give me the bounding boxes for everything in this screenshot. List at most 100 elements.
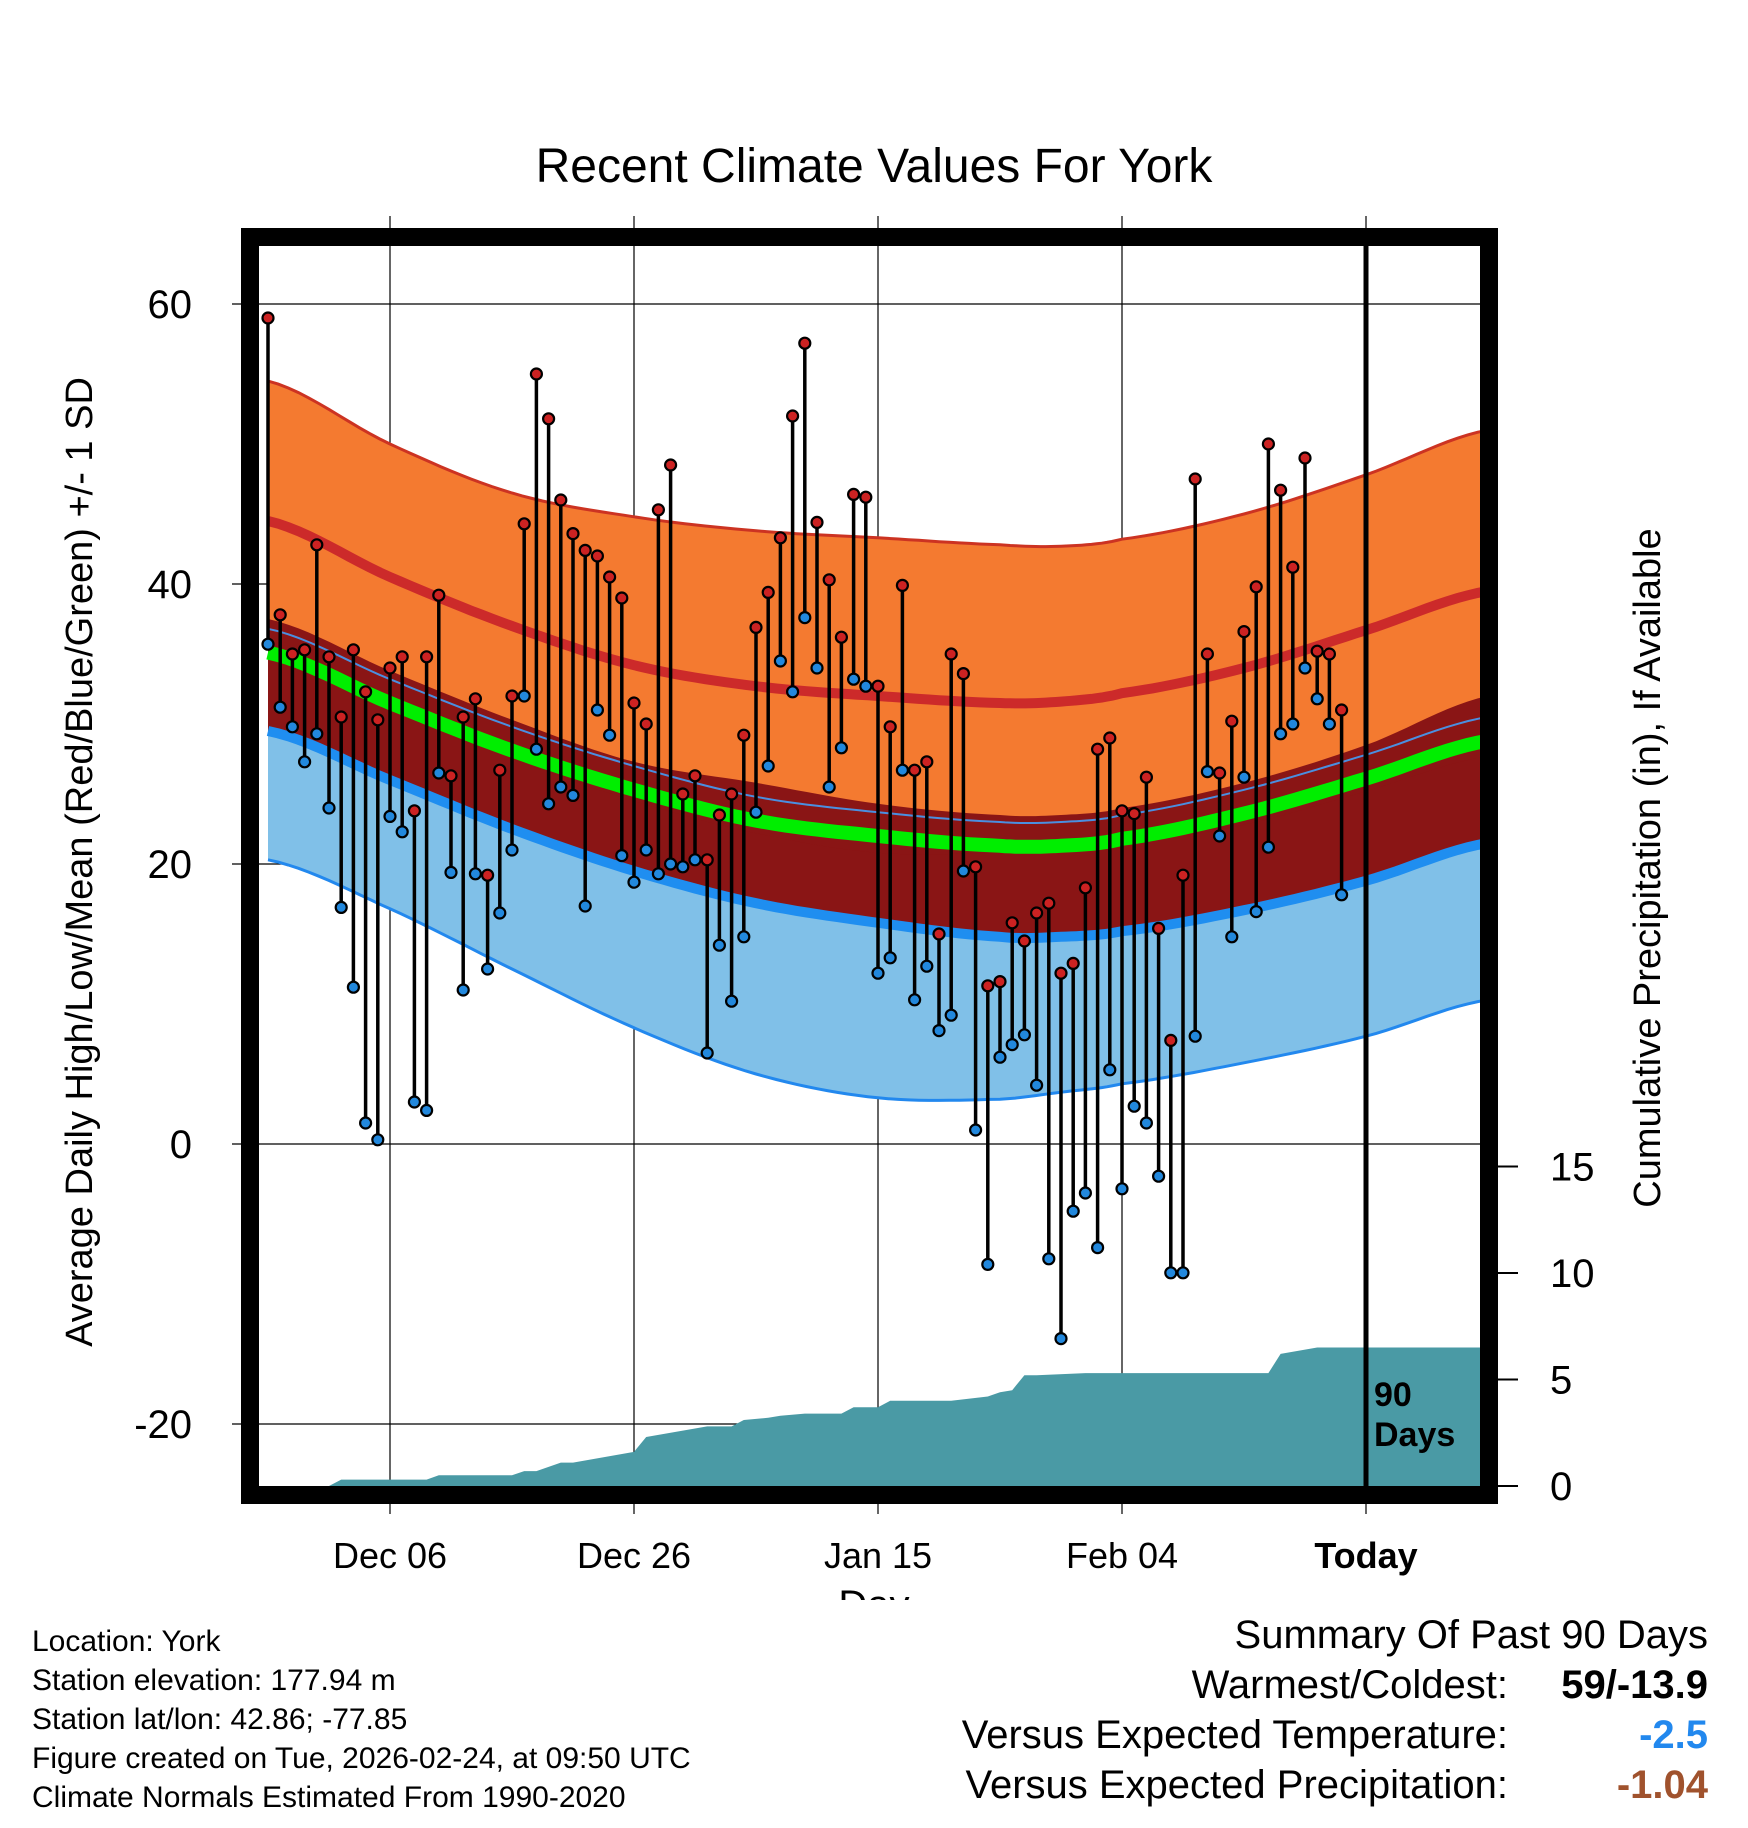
low-point xyxy=(1261,840,1276,854)
low-point xyxy=(1103,1063,1117,1077)
low-point xyxy=(566,788,580,803)
high-point xyxy=(444,769,458,783)
high-point xyxy=(261,311,275,325)
low-point xyxy=(383,809,397,824)
low-point xyxy=(273,700,287,714)
low-point xyxy=(663,857,678,871)
high-point xyxy=(993,974,1007,989)
today-days-count: 90 xyxy=(1374,1376,1412,1414)
temp-label: Versus Expected Temperature: xyxy=(961,1713,1508,1757)
high-point xyxy=(578,543,592,558)
high-point xyxy=(322,650,336,664)
high-point xyxy=(468,692,482,706)
low-point xyxy=(1310,692,1324,706)
high-point xyxy=(493,763,507,777)
created-text: Figure created on Tue, 2026-02-24, at 09… xyxy=(32,1742,691,1775)
normal-high-line xyxy=(266,516,1480,709)
low-point xyxy=(529,742,544,756)
low-point xyxy=(322,801,336,815)
low-point xyxy=(261,637,275,651)
high-sd-line xyxy=(267,379,1480,549)
high-point xyxy=(798,336,812,350)
high-point xyxy=(395,650,409,664)
low-point xyxy=(371,1133,385,1147)
y-tick-label: 60 xyxy=(148,283,193,327)
high-point xyxy=(346,643,360,657)
location-text: Location: York xyxy=(32,1625,221,1658)
x-tick-label: Today xyxy=(1314,1535,1417,1576)
high-point xyxy=(1261,437,1276,451)
high-point xyxy=(566,526,580,541)
high-point xyxy=(310,538,324,552)
x-tick-label: Dec 06 xyxy=(333,1535,447,1576)
low-point xyxy=(712,938,727,952)
low-point xyxy=(895,763,910,777)
low-point xyxy=(871,966,885,980)
daily-points xyxy=(261,311,1349,1346)
low-point xyxy=(773,654,788,668)
high-point xyxy=(1273,483,1288,497)
high-point xyxy=(956,666,971,681)
x-tick-label: Feb 04 xyxy=(1066,1535,1178,1576)
low-point xyxy=(761,759,775,773)
low-point xyxy=(749,805,763,819)
high-point xyxy=(1029,906,1044,920)
high-point xyxy=(822,573,836,587)
x-tick-label: Dec 26 xyxy=(577,1535,691,1576)
high-point xyxy=(590,549,605,563)
low-point xyxy=(578,899,592,913)
high-point xyxy=(371,713,385,727)
station-info: Location: York Station elevation: 177.94… xyxy=(32,1622,691,1817)
low-point xyxy=(956,864,971,878)
low-point xyxy=(615,848,629,863)
low-point xyxy=(432,766,446,780)
low-point xyxy=(541,797,556,811)
high-point xyxy=(554,493,568,507)
high-point xyxy=(1151,921,1166,936)
low-point xyxy=(1127,1099,1141,1113)
low-point xyxy=(932,1023,946,1038)
high-point xyxy=(420,650,434,664)
low-point xyxy=(1078,1186,1093,1200)
low-point xyxy=(1273,727,1288,741)
low-point xyxy=(456,983,470,997)
high-point xyxy=(456,710,470,724)
low-point xyxy=(700,1046,714,1060)
low-point xyxy=(639,843,653,857)
high-point xyxy=(1078,881,1093,895)
low-point xyxy=(993,1050,1007,1064)
high-point xyxy=(749,620,763,635)
axes: 60 40 20 0 -20 15 10 5 0 Dec 06 Dec 26 Jan 15 Feb 04… xyxy=(134,283,1594,1576)
x-tick-label: Jan 15 xyxy=(824,1535,932,1576)
high-point xyxy=(846,487,861,501)
high-point xyxy=(285,647,299,661)
summary-warm-cold: Warmest/Coldest: 59/-13.9 xyxy=(808,1660,1708,1710)
high-point xyxy=(737,728,751,742)
low-point xyxy=(346,980,360,994)
high-point xyxy=(627,696,641,710)
mean-sd-band xyxy=(268,628,1480,939)
high-point xyxy=(968,860,983,874)
latlon-text: Station lat/lon: 42.86; -77.85 xyxy=(32,1703,408,1736)
high-point xyxy=(1066,956,1080,971)
high-sd-band xyxy=(268,381,1480,823)
low-point xyxy=(481,962,495,976)
high-point xyxy=(1334,703,1349,717)
low-point xyxy=(822,780,836,794)
high-point xyxy=(1298,451,1312,465)
high-point xyxy=(663,458,678,472)
high-point xyxy=(1139,770,1154,784)
low-point xyxy=(493,906,507,920)
high-point xyxy=(1042,896,1056,910)
normal-bands xyxy=(266,379,1480,1102)
high-point xyxy=(651,503,666,517)
low-point xyxy=(920,959,934,973)
normals-text: Climate Normals Estimated From 1990-2020 xyxy=(32,1781,626,1814)
low-point xyxy=(1066,1204,1080,1218)
low-point xyxy=(1042,1252,1056,1266)
high-point xyxy=(481,868,495,882)
high-point xyxy=(712,808,727,822)
low-point xyxy=(1176,1266,1190,1280)
high-point xyxy=(785,409,800,423)
high-point xyxy=(1188,472,1202,486)
